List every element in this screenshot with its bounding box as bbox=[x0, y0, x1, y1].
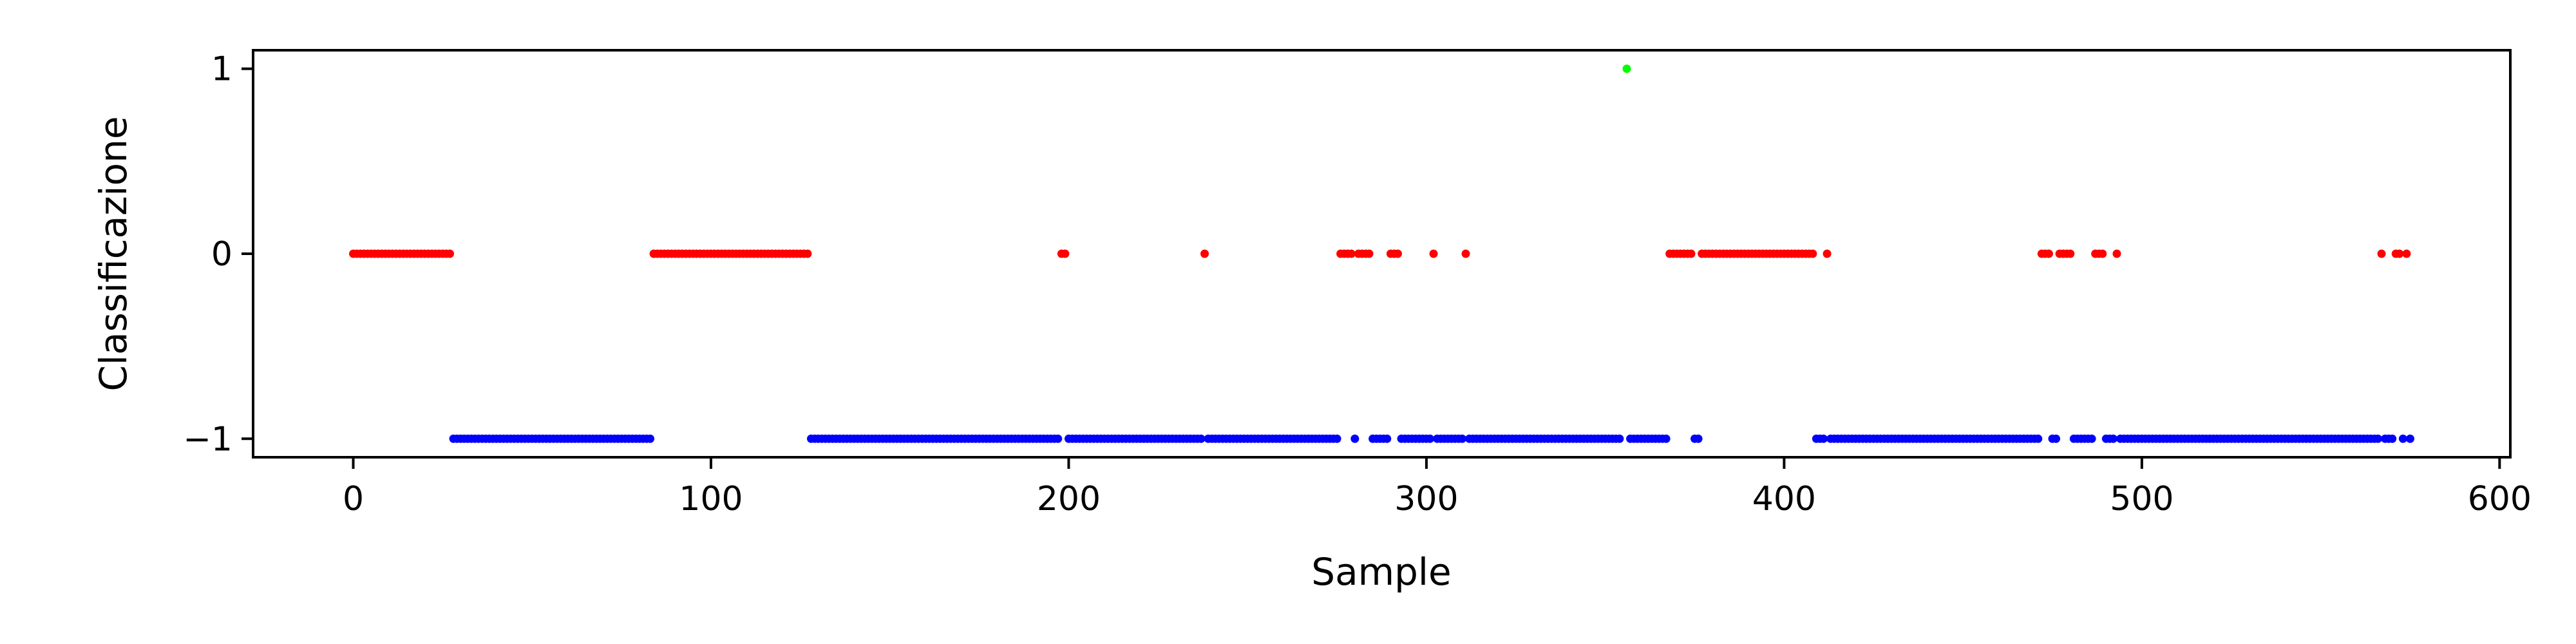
data-point bbox=[2395, 249, 2404, 258]
data-point bbox=[1457, 434, 1466, 443]
data-point bbox=[2112, 249, 2121, 258]
data-point bbox=[1662, 434, 1671, 443]
data-point bbox=[2066, 249, 2075, 258]
data-point bbox=[1819, 434, 1828, 443]
data-point bbox=[646, 434, 655, 443]
data-point bbox=[1425, 434, 1434, 443]
data-point bbox=[1687, 249, 1696, 258]
data-point bbox=[1197, 434, 1206, 443]
data-point bbox=[1383, 434, 1392, 443]
data-point bbox=[2405, 434, 2414, 443]
plot-area-frame bbox=[252, 49, 2512, 459]
data-point bbox=[2388, 434, 2397, 443]
y-axis-ticks: 1 0 −1 bbox=[183, 50, 253, 459]
data-point bbox=[1394, 249, 1402, 258]
y-tick-label: 0 bbox=[211, 235, 232, 274]
x-tick-label: 400 bbox=[1752, 480, 1816, 518]
x-tick-label: 300 bbox=[1394, 480, 1458, 518]
x-axis-ticks: 0 100 200 300 400 500 600 bbox=[343, 457, 2532, 518]
x-axis-label: Sample bbox=[1311, 550, 1451, 594]
data-point bbox=[2044, 249, 2053, 258]
y-tick-label: 1 bbox=[211, 50, 232, 89]
data-point bbox=[1061, 249, 1070, 258]
data-point bbox=[2377, 249, 2386, 258]
data-point bbox=[2087, 434, 2096, 443]
data-point bbox=[1429, 249, 1438, 258]
x-tick-label: 100 bbox=[679, 480, 743, 518]
data-point bbox=[1694, 434, 1703, 443]
data-point bbox=[1365, 249, 1374, 258]
data-point bbox=[2373, 434, 2382, 443]
data-point bbox=[2098, 249, 2107, 258]
x-tick-label: 600 bbox=[2468, 480, 2532, 518]
data-point bbox=[1200, 249, 1209, 258]
data-point bbox=[2034, 434, 2043, 443]
data-point bbox=[1615, 434, 1624, 443]
data-point bbox=[1823, 249, 1832, 258]
data-point bbox=[1622, 64, 1631, 73]
x-tick-label: 0 bbox=[343, 480, 364, 518]
data-point bbox=[2402, 249, 2411, 258]
data-point bbox=[1808, 249, 1817, 258]
y-axis-label: Classificazione bbox=[91, 116, 135, 391]
data-point bbox=[2052, 434, 2061, 443]
x-tick-label: 200 bbox=[1037, 480, 1101, 518]
data-point bbox=[446, 249, 455, 258]
data-points bbox=[349, 64, 2414, 443]
x-tick-label: 500 bbox=[2110, 480, 2174, 518]
data-point bbox=[803, 249, 812, 258]
data-point bbox=[2398, 434, 2407, 443]
data-point bbox=[2108, 434, 2117, 443]
data-point bbox=[1332, 434, 1341, 443]
y-tick-label: −1 bbox=[183, 420, 232, 459]
data-point bbox=[1350, 434, 1359, 443]
data-point bbox=[1054, 434, 1063, 443]
data-point bbox=[1347, 249, 1356, 258]
data-point bbox=[1461, 249, 1470, 258]
